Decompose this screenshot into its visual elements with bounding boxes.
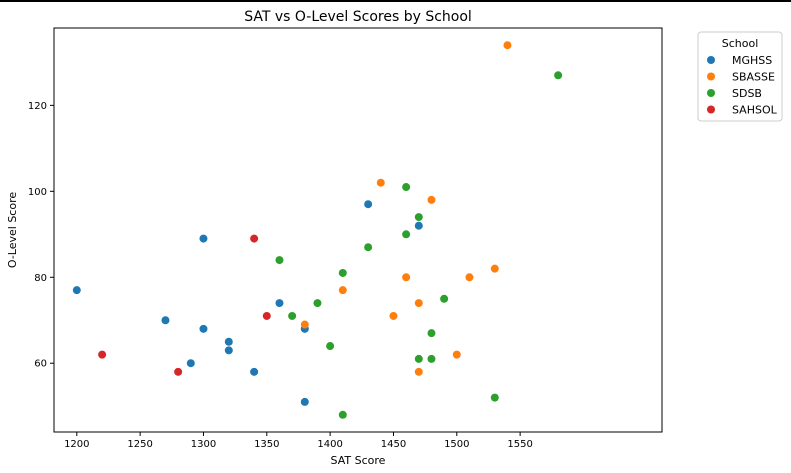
data-point-sdsb: [364, 243, 373, 252]
plot-area-frame: [53, 27, 663, 433]
data-point-mghss: [186, 359, 195, 368]
legend-label-sahsol: SAHSOL: [732, 104, 778, 117]
y-tick-label: 100: [28, 187, 47, 198]
data-point-sdsb: [338, 410, 347, 419]
data-point-sdsb: [288, 311, 297, 320]
data-point-sbasse: [452, 350, 461, 359]
legend-label-sbasse: SBASSE: [732, 71, 775, 84]
legend-marker-mghss: [707, 56, 715, 64]
x-tick-label: 1400: [317, 439, 342, 450]
data-point-mghss: [250, 367, 259, 376]
data-point-sdsb: [414, 213, 423, 222]
data-point-sdsb: [440, 294, 449, 303]
data-point-sbasse: [389, 311, 398, 320]
y-axis: 60 80 100 120: [28, 101, 54, 370]
data-point-sbasse: [427, 195, 436, 204]
x-axis-label: SAT Score: [331, 454, 386, 467]
data-point-sdsb: [402, 183, 411, 192]
chart-title: SAT vs O-Level Scores by School: [244, 9, 472, 25]
legend-label-mghss: MGHSS: [732, 54, 772, 67]
data-point-sdsb: [414, 354, 423, 363]
legend-marker-sahsol: [707, 105, 715, 114]
y-tick-label: 60: [34, 359, 47, 370]
x-tick-label: 1200: [64, 439, 89, 450]
legend-title: School: [722, 37, 759, 50]
window-top-border: [0, 0, 791, 2]
data-point-sbasse: [414, 299, 423, 308]
data-point-sbasse: [414, 367, 423, 376]
data-point-mghss: [414, 221, 423, 230]
legend: School MGHSS SBASSE SDSB SAHSOL: [697, 31, 783, 122]
data-point-mghss: [275, 299, 284, 308]
data-point-mghss: [199, 234, 208, 243]
y-tick-label: 120: [28, 101, 47, 112]
data-point-sbasse: [402, 273, 411, 282]
data-point-sbasse: [465, 273, 474, 282]
data-point-mghss: [199, 324, 208, 333]
legend-box: [697, 31, 783, 122]
x-tick-label: 1250: [127, 439, 152, 450]
data-point-sbasse: [376, 178, 385, 187]
x-tick-label: 1350: [254, 439, 279, 450]
legend-marker-sbasse: [707, 72, 715, 81]
data-point-sbasse: [503, 41, 512, 50]
data-point-sdsb: [427, 354, 436, 363]
data-points: [72, 41, 563, 419]
data-point-sahsol: [98, 350, 107, 359]
x-tick-label: 1300: [191, 439, 216, 450]
data-point-mghss: [364, 200, 373, 209]
data-point-sahsol: [174, 367, 183, 376]
data-point-sbasse: [490, 264, 499, 273]
data-point-sdsb: [490, 393, 499, 402]
data-point-sbasse: [338, 286, 347, 295]
legend-label-sdsb: SDSB: [732, 87, 762, 100]
data-point-sdsb: [326, 342, 335, 351]
x-tick-label: 1550: [507, 439, 532, 450]
y-axis-label: O-Level Score: [6, 192, 19, 269]
data-point-sdsb: [427, 329, 436, 338]
data-point-sdsb: [338, 268, 347, 277]
data-point-sdsb: [313, 299, 322, 308]
y-tick-label: 80: [34, 273, 47, 284]
x-tick-label: 1450: [381, 439, 406, 450]
x-tick-label: 1500: [444, 439, 469, 450]
data-point-sdsb: [402, 230, 411, 239]
data-point-sdsb: [275, 256, 284, 265]
data-point-mghss: [161, 316, 170, 325]
x-axis: 1200 1250 1300 1350 1400 1450 1500 1550: [64, 432, 533, 450]
data-point-mghss: [224, 346, 233, 355]
data-point-mghss: [72, 286, 81, 295]
legend-marker-sdsb: [707, 89, 715, 97]
data-point-mghss: [224, 337, 233, 346]
data-point-sdsb: [554, 71, 563, 80]
data-point-sbasse: [300, 320, 309, 329]
data-point-mghss: [300, 397, 309, 406]
data-point-sahsol: [250, 234, 259, 243]
data-point-sahsol: [262, 311, 271, 320]
